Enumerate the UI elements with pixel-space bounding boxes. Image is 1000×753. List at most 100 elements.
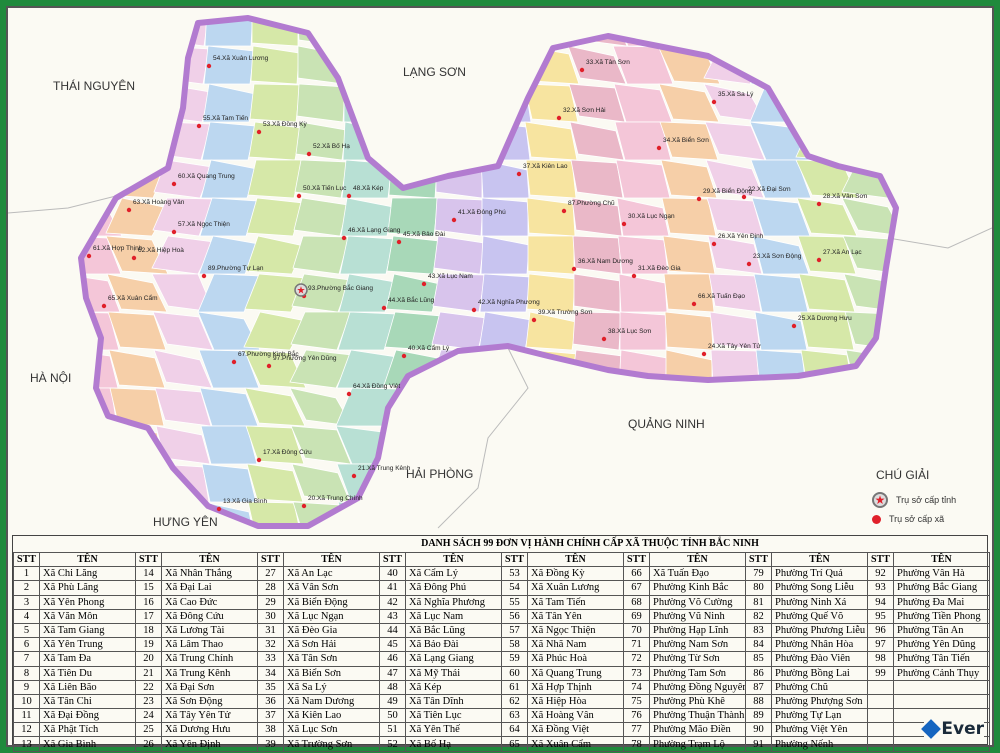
name-cell: Phường Vũ Ninh bbox=[649, 608, 746, 624]
commune-region bbox=[296, 83, 346, 123]
commune-region bbox=[841, 197, 896, 237]
stt-cell: 19 bbox=[135, 637, 162, 653]
commune-label: 48.Xã Kép bbox=[353, 185, 384, 192]
commune-region bbox=[294, 159, 348, 199]
commune-label: 29.Xã Biển Động bbox=[703, 187, 753, 195]
commune-hq-dot bbox=[531, 317, 537, 323]
commune-region bbox=[891, 387, 896, 427]
stt-cell: 17 bbox=[135, 608, 162, 624]
name-cell: Xã Liên Bão bbox=[39, 679, 136, 695]
commune-label: 43.Xã Lục Nam bbox=[428, 273, 473, 280]
commune-label: 63.Xã Hoàng Vân bbox=[133, 199, 185, 206]
stt-cell: 64 bbox=[501, 722, 528, 738]
commune-region bbox=[614, 121, 672, 161]
name-cell: Xã Tam Giang bbox=[39, 622, 136, 639]
commune-region bbox=[711, 387, 759, 427]
commune-region bbox=[245, 425, 305, 465]
commune-region bbox=[434, 121, 484, 161]
commune-region bbox=[889, 121, 896, 161]
header-stt: STT bbox=[257, 551, 284, 568]
neighbor-border-east bbox=[887, 227, 992, 249]
stt-cell: 92 bbox=[867, 566, 894, 582]
commune-region bbox=[614, 501, 672, 526]
commune-label: 45.Xã Bảo Đài bbox=[403, 231, 445, 238]
name-cell: Phường Đa Mai bbox=[893, 594, 990, 610]
legend-item-province: ★ Trụ sở cấp tỉnh bbox=[872, 492, 988, 508]
commune-table: STT TÊN STT TÊN STT TÊN STT TÊN STT TÊN STT TÊN STT T… bbox=[13, 551, 990, 752]
commune-region bbox=[612, 45, 674, 85]
commune-region bbox=[749, 83, 813, 123]
commune-label: 46.Xã Lạng Giang bbox=[348, 227, 401, 234]
commune-region bbox=[198, 235, 260, 275]
table-row: 7 Xã Tam Đa 20 Xã Trung Chính 33 Xã Tân Sơn 46… bbox=[13, 651, 990, 667]
commune-region bbox=[289, 349, 353, 389]
commune-hq-dot bbox=[516, 171, 522, 177]
commune-region bbox=[522, 425, 580, 465]
table-row: 8 Xã Tiên Du 21 Xã Trung Kênh 34 Xã Biển Sơn 4… bbox=[13, 665, 990, 681]
stt-cell: 78 bbox=[623, 736, 650, 752]
commune-region bbox=[199, 197, 259, 237]
commune-region bbox=[891, 45, 896, 85]
commune-region bbox=[389, 121, 437, 161]
neighbor-province-label: HƯNG YÊN bbox=[153, 514, 218, 529]
commune-region bbox=[569, 121, 625, 161]
legend-item-commune: Trụ sở cấp xã bbox=[872, 514, 988, 524]
name-cell: Phường Trí Quả bbox=[771, 566, 868, 582]
name-cell: Xã Nam Dương bbox=[283, 693, 380, 710]
commune-region bbox=[243, 311, 307, 351]
commune-label: 40.Xã Cẩm Lý bbox=[408, 344, 450, 352]
stt-cell: 97 bbox=[867, 637, 894, 653]
stt-cell: 99 bbox=[867, 665, 894, 681]
red-dot-icon bbox=[872, 514, 881, 524]
province-hq-star-icon: ★ bbox=[294, 283, 308, 297]
stt-cell: 38 bbox=[257, 722, 284, 738]
commune-region bbox=[750, 159, 812, 199]
stt-cell: 18 bbox=[135, 622, 162, 639]
commune-region bbox=[618, 349, 668, 389]
commune-region bbox=[111, 463, 163, 503]
commune-region bbox=[615, 463, 671, 503]
name-cell: Phường Đào Viên bbox=[771, 651, 868, 667]
diamond-logo-icon bbox=[921, 719, 942, 739]
name-cell: Phường Trạm Lộ bbox=[649, 736, 746, 752]
commune-label: 53.Xã Đồng Kỳ bbox=[263, 119, 307, 128]
name-cell: Xã Phù Lãng bbox=[39, 580, 136, 596]
commune-region bbox=[81, 425, 117, 465]
stt-cell: 51 bbox=[379, 722, 406, 738]
stt-cell: 36 bbox=[257, 693, 284, 710]
commune-label: 20.Xã Trung Chính bbox=[308, 495, 363, 502]
commune-hq-dot bbox=[711, 99, 717, 105]
stt-cell: 1 bbox=[13, 566, 40, 582]
stt-cell: 52 bbox=[379, 736, 406, 752]
commune-region bbox=[475, 425, 535, 465]
commune-label: 66.Xã Tuấn Đạo bbox=[698, 291, 745, 300]
table-row: 3 Xã Yên Phong 16 Xã Cao Đức 29 Xã Biển Động 4… bbox=[13, 594, 990, 610]
name-cell: Xã Đại Đồng bbox=[39, 708, 136, 724]
header-stt: STT bbox=[13, 551, 40, 568]
commune-region bbox=[799, 311, 855, 351]
commune-hq-dot bbox=[201, 273, 207, 279]
star-icon: ★ bbox=[872, 492, 888, 508]
commune-hq-dot bbox=[816, 201, 822, 207]
commune-hq-dot bbox=[216, 506, 222, 512]
commune-region bbox=[382, 501, 444, 526]
commune-region bbox=[107, 311, 167, 351]
neighbor-province-label: QUẢNG NINH bbox=[628, 416, 705, 431]
commune-region bbox=[434, 197, 484, 237]
commune-region bbox=[888, 273, 896, 313]
commune-region bbox=[381, 425, 445, 465]
commune-label: 39.Xã Trường Sơn bbox=[538, 309, 593, 316]
name-cell: Xã Biển Động bbox=[283, 594, 380, 610]
commune-hq-dot bbox=[746, 261, 752, 267]
commune-region bbox=[386, 18, 440, 47]
name-cell: Xã Bảo Đài bbox=[405, 637, 502, 653]
commune-region bbox=[756, 463, 806, 503]
neighbor-province-label: LẠNG SƠN bbox=[403, 65, 466, 79]
name-cell: Xã Văn Môn bbox=[39, 608, 136, 624]
stt-cell: 86 bbox=[745, 665, 772, 681]
commune-region bbox=[152, 197, 214, 237]
stt-cell: 54 bbox=[501, 580, 528, 596]
commune-region bbox=[658, 83, 720, 123]
stt-cell: 94 bbox=[867, 594, 894, 610]
commune-region bbox=[752, 235, 810, 275]
